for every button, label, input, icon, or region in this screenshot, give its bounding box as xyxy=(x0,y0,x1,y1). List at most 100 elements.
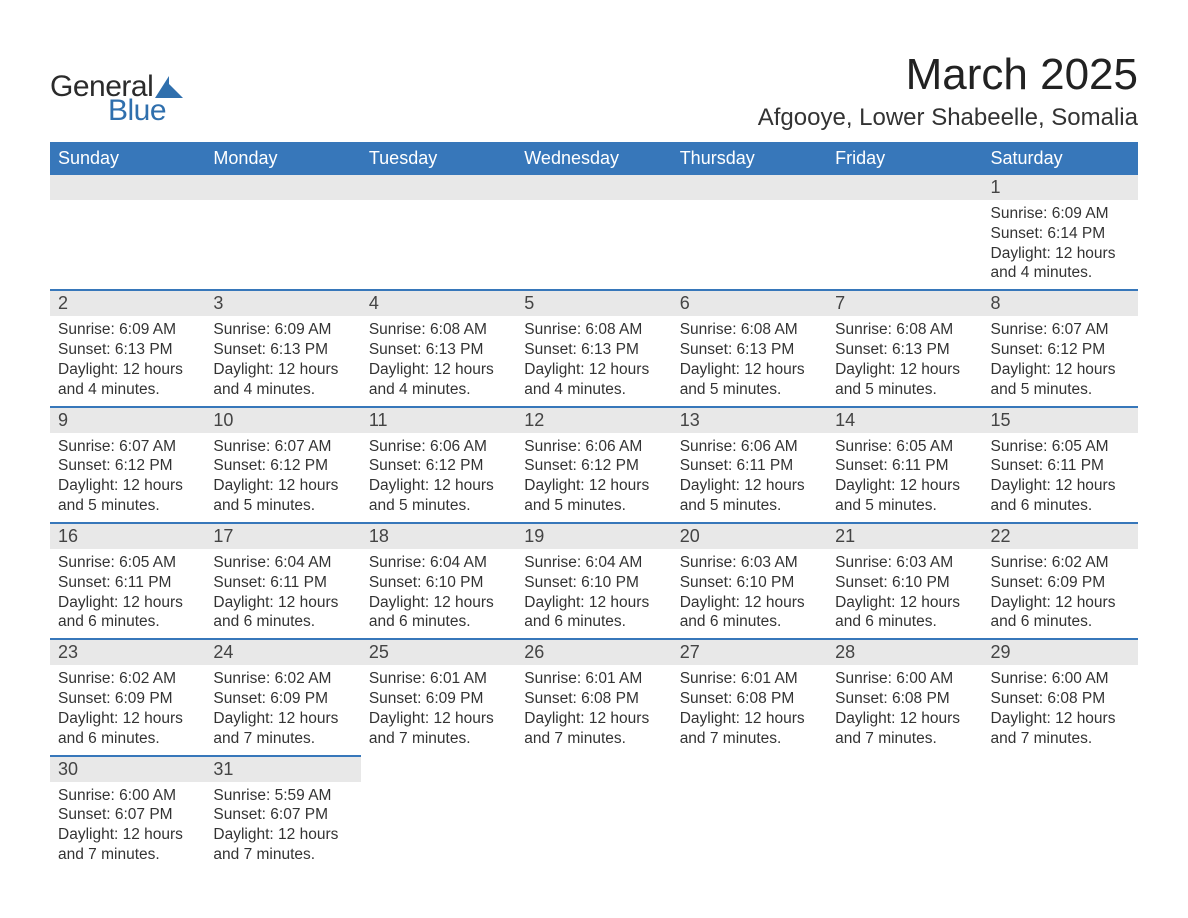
day-body: Sunrise: 6:08 AMSunset: 6:13 PMDaylight:… xyxy=(516,316,671,405)
day-sunrise: Sunrise: 6:09 AM xyxy=(58,320,197,340)
calendar-cell xyxy=(50,175,205,290)
day-body: Sunrise: 6:05 AMSunset: 6:11 PMDaylight:… xyxy=(50,549,205,638)
day-daylight1: Daylight: 12 hours xyxy=(369,476,508,496)
day-number: 3 xyxy=(205,291,360,316)
day-body: Sunrise: 6:00 AMSunset: 6:07 PMDaylight:… xyxy=(50,782,205,871)
calendar-cell: 14Sunrise: 6:05 AMSunset: 6:11 PMDayligh… xyxy=(827,407,982,523)
day-number xyxy=(361,756,516,781)
day-daylight1: Daylight: 12 hours xyxy=(835,476,974,496)
day-daylight2: and 4 minutes. xyxy=(213,380,352,400)
day-sunrise: Sunrise: 6:07 AM xyxy=(58,437,197,457)
day-sunset: Sunset: 6:13 PM xyxy=(369,340,508,360)
day-body: Sunrise: 6:09 AMSunset: 6:14 PMDaylight:… xyxy=(983,200,1138,289)
page: General Blue March 2025 Afgooye, Lower S… xyxy=(0,0,1188,911)
day-sunset: Sunset: 6:11 PM xyxy=(991,456,1130,476)
day-sunrise: Sunrise: 6:03 AM xyxy=(680,553,819,573)
day-number: 5 xyxy=(516,291,671,316)
day-body: Sunrise: 6:04 AMSunset: 6:10 PMDaylight:… xyxy=(361,549,516,638)
day-number: 29 xyxy=(983,640,1138,665)
day-daylight1: Daylight: 12 hours xyxy=(524,593,663,613)
day-number xyxy=(516,756,671,781)
day-sunrise: Sunrise: 6:00 AM xyxy=(58,786,197,806)
title-block: March 2025 Afgooye, Lower Shabeelle, Som… xyxy=(758,50,1138,132)
day-daylight2: and 4 minutes. xyxy=(991,263,1130,283)
day-body xyxy=(516,200,671,286)
day-daylight1: Daylight: 12 hours xyxy=(58,593,197,613)
day-daylight1: Daylight: 12 hours xyxy=(991,360,1130,380)
day-number: 23 xyxy=(50,640,205,665)
day-number xyxy=(361,175,516,200)
day-daylight1: Daylight: 12 hours xyxy=(213,476,352,496)
day-number: 19 xyxy=(516,524,671,549)
day-number xyxy=(672,756,827,781)
day-daylight1: Daylight: 12 hours xyxy=(991,244,1130,264)
weekday-header: Wednesday xyxy=(516,142,671,175)
calendar-cell: 1Sunrise: 6:09 AMSunset: 6:14 PMDaylight… xyxy=(983,175,1138,290)
day-body: Sunrise: 6:00 AMSunset: 6:08 PMDaylight:… xyxy=(827,665,982,754)
day-sunrise: Sunrise: 6:02 AM xyxy=(213,669,352,689)
day-sunrise: Sunrise: 6:08 AM xyxy=(680,320,819,340)
day-daylight1: Daylight: 12 hours xyxy=(680,709,819,729)
day-body: Sunrise: 6:06 AMSunset: 6:12 PMDaylight:… xyxy=(361,433,516,522)
day-body: Sunrise: 6:08 AMSunset: 6:13 PMDaylight:… xyxy=(361,316,516,405)
day-number: 9 xyxy=(50,408,205,433)
weekday-header: Monday xyxy=(205,142,360,175)
day-daylight2: and 6 minutes. xyxy=(991,496,1130,516)
day-body xyxy=(672,781,827,791)
day-daylight1: Daylight: 12 hours xyxy=(524,476,663,496)
day-sunrise: Sunrise: 6:03 AM xyxy=(835,553,974,573)
day-daylight2: and 5 minutes. xyxy=(58,496,197,516)
day-number: 31 xyxy=(205,757,360,782)
day-sunset: Sunset: 6:08 PM xyxy=(680,689,819,709)
calendar-cell: 18Sunrise: 6:04 AMSunset: 6:10 PMDayligh… xyxy=(361,523,516,639)
day-body xyxy=(672,200,827,286)
calendar-body: 1Sunrise: 6:09 AMSunset: 6:14 PMDaylight… xyxy=(50,175,1138,871)
calendar-cell: 7Sunrise: 6:08 AMSunset: 6:13 PMDaylight… xyxy=(827,290,982,406)
day-number: 22 xyxy=(983,524,1138,549)
weekday-header: Thursday xyxy=(672,142,827,175)
day-daylight2: and 4 minutes. xyxy=(524,380,663,400)
calendar-cell: 23Sunrise: 6:02 AMSunset: 6:09 PMDayligh… xyxy=(50,639,205,755)
day-daylight2: and 6 minutes. xyxy=(369,612,508,632)
day-sunrise: Sunrise: 6:02 AM xyxy=(58,669,197,689)
day-sunrise: Sunrise: 6:00 AM xyxy=(835,669,974,689)
day-sunrise: Sunrise: 6:00 AM xyxy=(991,669,1130,689)
day-number xyxy=(516,175,671,200)
day-body: Sunrise: 6:02 AMSunset: 6:09 PMDaylight:… xyxy=(983,549,1138,638)
day-daylight1: Daylight: 12 hours xyxy=(835,593,974,613)
header: General Blue March 2025 Afgooye, Lower S… xyxy=(50,50,1138,132)
day-sunrise: Sunrise: 6:08 AM xyxy=(835,320,974,340)
calendar-cell: 27Sunrise: 6:01 AMSunset: 6:08 PMDayligh… xyxy=(672,639,827,755)
weekday-header: Saturday xyxy=(983,142,1138,175)
calendar-cell: 4Sunrise: 6:08 AMSunset: 6:13 PMDaylight… xyxy=(361,290,516,406)
day-daylight2: and 6 minutes. xyxy=(213,612,352,632)
day-sunset: Sunset: 6:08 PM xyxy=(835,689,974,709)
day-daylight1: Daylight: 12 hours xyxy=(524,709,663,729)
day-sunrise: Sunrise: 6:06 AM xyxy=(369,437,508,457)
calendar-cell xyxy=(983,756,1138,871)
day-daylight2: and 4 minutes. xyxy=(58,380,197,400)
day-body xyxy=(361,781,516,791)
day-daylight2: and 6 minutes. xyxy=(991,612,1130,632)
month-title: March 2025 xyxy=(758,50,1138,100)
day-daylight2: and 7 minutes. xyxy=(835,729,974,749)
calendar-week: 1Sunrise: 6:09 AMSunset: 6:14 PMDaylight… xyxy=(50,175,1138,290)
day-daylight1: Daylight: 12 hours xyxy=(991,709,1130,729)
day-body: Sunrise: 6:06 AMSunset: 6:12 PMDaylight:… xyxy=(516,433,671,522)
calendar-head: SundayMondayTuesdayWednesdayThursdayFrid… xyxy=(50,142,1138,175)
day-sunrise: Sunrise: 6:05 AM xyxy=(991,437,1130,457)
day-number: 7 xyxy=(827,291,982,316)
day-sunrise: Sunrise: 6:08 AM xyxy=(369,320,508,340)
day-body: Sunrise: 6:03 AMSunset: 6:10 PMDaylight:… xyxy=(827,549,982,638)
day-daylight2: and 5 minutes. xyxy=(835,496,974,516)
weekday-row: SundayMondayTuesdayWednesdayThursdayFrid… xyxy=(50,142,1138,175)
day-sunset: Sunset: 6:09 PM xyxy=(58,689,197,709)
day-sunrise: Sunrise: 6:01 AM xyxy=(369,669,508,689)
logo: General Blue xyxy=(50,50,183,128)
day-daylight1: Daylight: 12 hours xyxy=(58,360,197,380)
day-sunrise: Sunrise: 6:07 AM xyxy=(991,320,1130,340)
calendar-cell: 8Sunrise: 6:07 AMSunset: 6:12 PMDaylight… xyxy=(983,290,1138,406)
day-body xyxy=(983,781,1138,791)
day-daylight1: Daylight: 12 hours xyxy=(680,593,819,613)
day-daylight1: Daylight: 12 hours xyxy=(680,360,819,380)
